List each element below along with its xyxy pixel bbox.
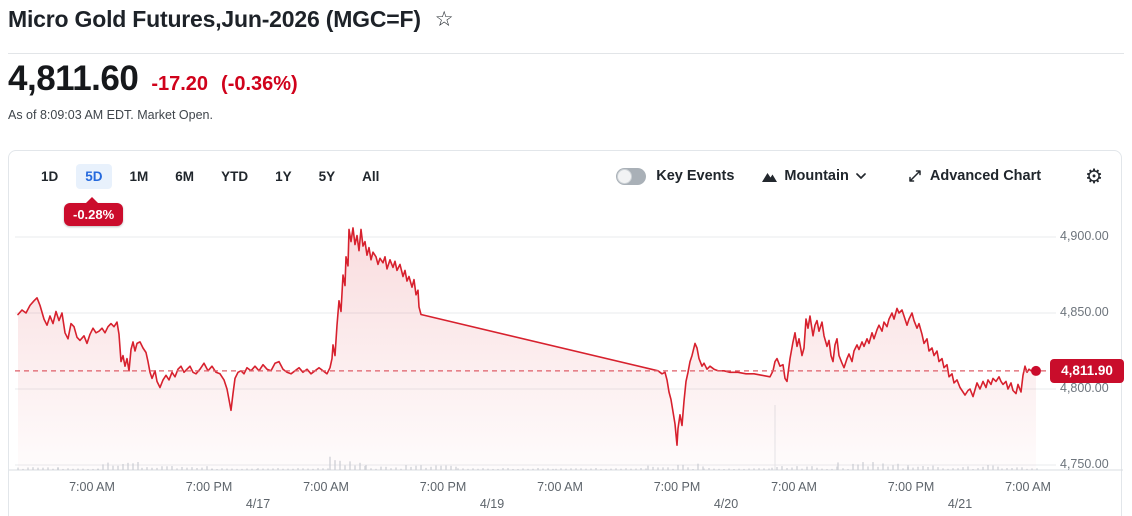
key-events-label: Key Events [656,168,735,184]
chevron-down-icon [856,173,866,179]
toggle-knob [617,168,633,184]
price-change-percent: (-0.36%) [221,73,298,95]
current-price: 4,811.60 [8,59,139,98]
mountain-icon [762,172,778,182]
chart-type-selector[interactable]: Mountain [762,168,866,184]
range-tab-all[interactable]: All [362,169,380,184]
price-row: 4,811.60 -17.20 (-0.36%) [8,59,298,99]
range-tabs: 1D 5D 1M 6M YTD 1Y 5Y All [32,164,388,189]
key-events-toggle[interactable] [616,167,647,185]
page-title: Micro Gold Futures,Jun-2026 (MGC=F) [8,6,421,32]
expand-arrows-icon [909,170,921,182]
price-change: -17.20 [151,73,209,95]
header-divider [8,53,1124,54]
range-tab-1m[interactable]: 1M [129,169,149,184]
advanced-chart-label: Advanced Chart [929,168,1042,184]
title-row: Micro Gold Futures,Jun-2026 (MGC=F) ☆ [8,6,454,33]
range-tab-6m[interactable]: 6M [175,169,195,184]
advanced-chart-button[interactable]: Advanced Chart [908,168,1041,184]
chart-plot-area[interactable] [15,215,1048,470]
range-tab-ytd[interactable]: YTD [221,169,249,184]
settings-gear-icon[interactable]: ⚙ [1085,164,1103,188]
as-of-timestamp: As of 8:09:03 AM EDT. Market Open. [8,108,213,122]
chart-controls: Key Events Mountain Advanced Chart ⚙ [616,164,1103,188]
chart-type-label: Mountain [784,168,849,184]
range-tab-1d[interactable]: 1D [41,169,59,184]
range-tab-5d[interactable]: 5D [76,164,112,189]
range-change-badge: -0.28% [64,197,124,226]
range-tab-5y[interactable]: 5Y [318,169,336,184]
range-tab-1y[interactable]: 1Y [275,169,292,184]
favorite-star-icon[interactable]: ☆ [434,7,454,31]
